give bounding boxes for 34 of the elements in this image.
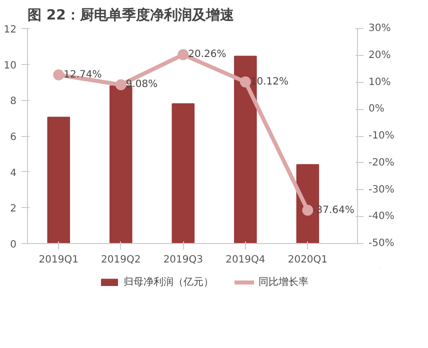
bar [172,103,195,244]
x-tick-label: 2020Q1 [288,254,328,266]
legend-label: 同比增长率 [258,276,308,289]
point [240,76,251,88]
y2-tick-label: -30% [368,184,394,196]
y2-tick-label: -20% [368,157,394,168]
x-tick-label: 2019Q1 [38,254,78,266]
bar [47,116,70,244]
y-tick-label: 4 [10,168,17,179]
y2-tick-label: 10% [368,76,391,88]
y-tick-label: 6 [10,132,17,143]
y-tick-label: 10 [4,60,17,72]
x-tick-label: 2019Q2 [101,254,141,266]
point [178,49,189,60]
y2-tick-label: 0% [368,104,384,115]
y-tick-label: 0 [10,240,17,250]
y2-tick-label: 20% [368,50,391,61]
y2-tick-label: 30% [368,23,391,34]
data-label: 9.08% [126,79,158,90]
point [302,204,314,216]
y2-tick-label: -40% [368,211,394,222]
y2-tick-label: -10% [368,130,394,142]
y-tick-label: 8 [10,96,17,108]
x-tick-label: 2019Q4 [226,254,266,266]
legend-label: 归母净利润（亿元） [124,276,214,289]
chart-title: 图 22：厨电单季度净利润及增速 [28,6,235,24]
y-tick-label: 12 [4,24,17,36]
data-label: 20.26% [188,49,226,60]
y2-tick-label: -50% [368,238,394,249]
point [53,69,64,80]
y-tick-label: 2 [10,204,17,215]
data-label: 12.74% [64,69,102,80]
x-tick-label: 2019Q3 [163,254,204,266]
point [115,79,126,90]
